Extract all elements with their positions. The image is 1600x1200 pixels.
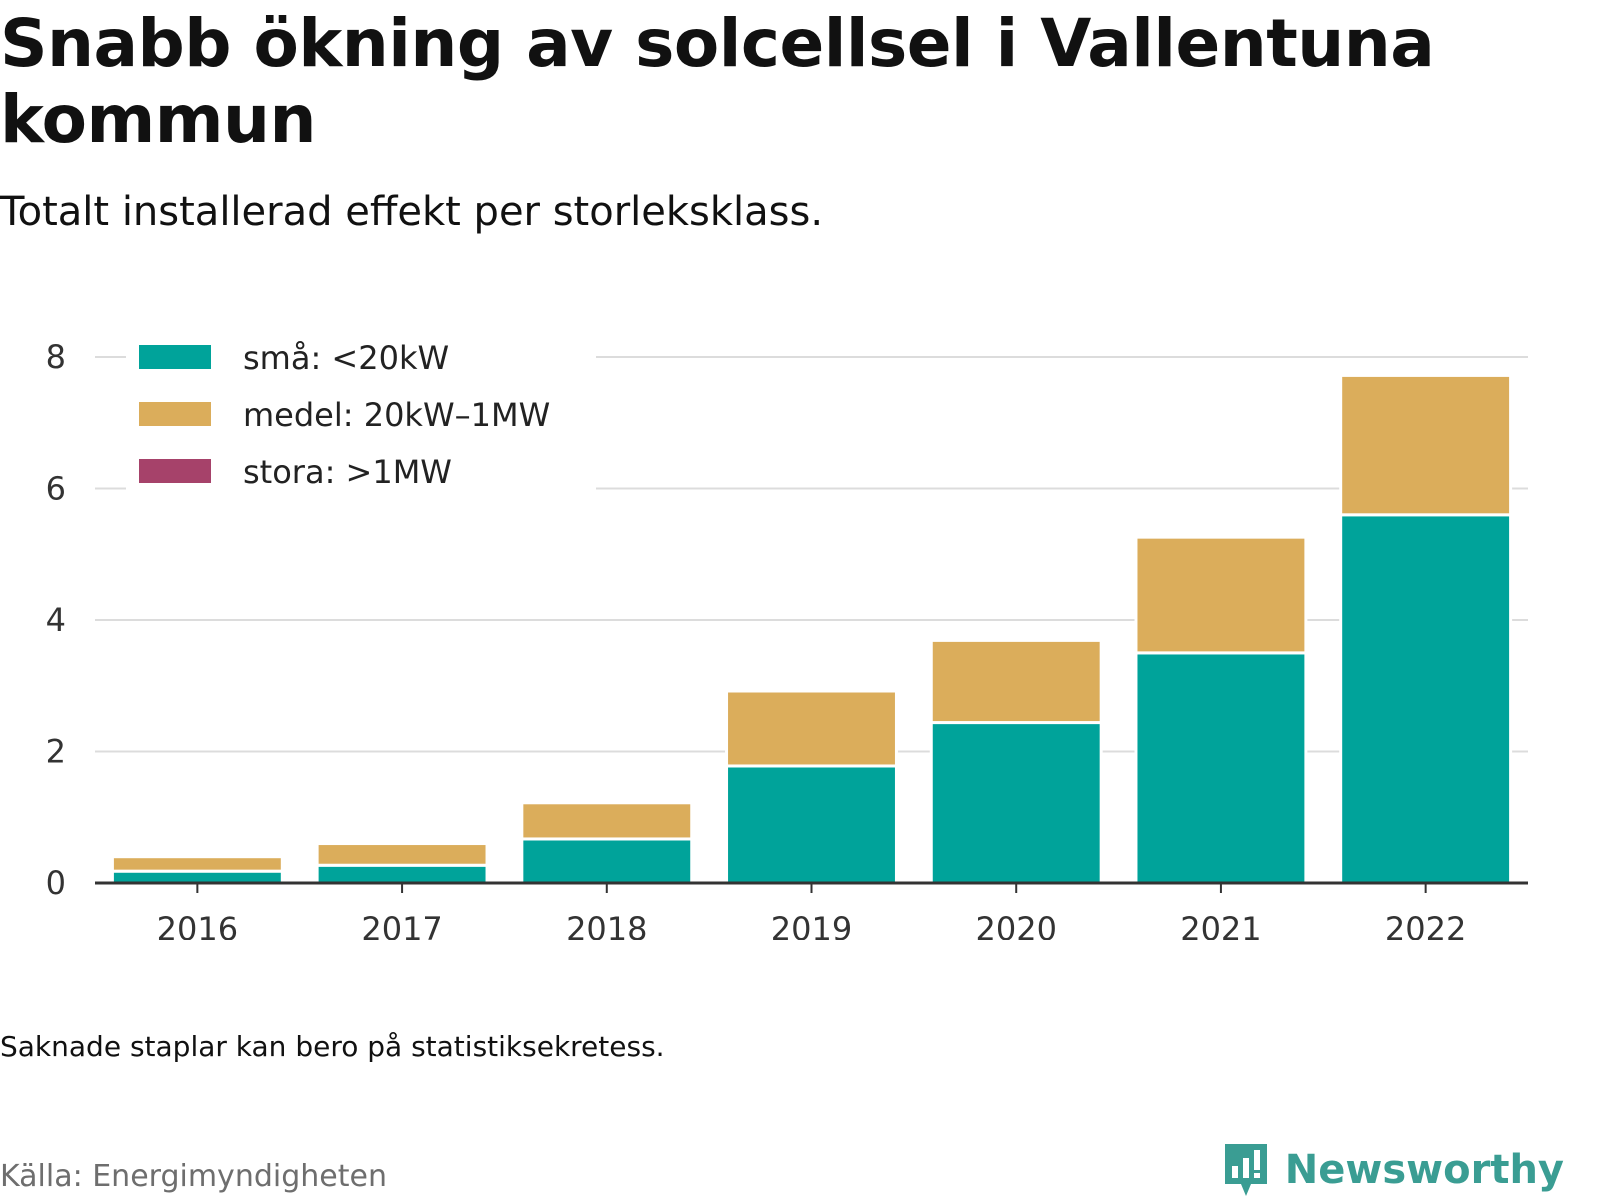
legend-swatch	[139, 402, 211, 426]
bar-segment	[110, 855, 284, 873]
bar-segment	[929, 721, 1103, 885]
newsworthy-logo-icon	[1224, 1144, 1267, 1196]
x-tick-label: 2020	[975, 910, 1056, 940]
y-tick-label: 6	[46, 470, 66, 508]
chart-title: Snabb ökning av solcellsel i Vallentuna …	[0, 5, 1435, 158]
bar-segment	[315, 863, 489, 885]
x-tick-label: 2021	[1180, 910, 1261, 940]
source-label: Källa: Energimyndigheten	[0, 1159, 387, 1194]
bar-segment	[1134, 651, 1308, 885]
bar-segment	[929, 638, 1103, 725]
bar-segment	[315, 842, 489, 867]
y-tick-label: 0	[46, 864, 66, 902]
x-tick-label: 2016	[157, 910, 238, 940]
bar-segment	[1339, 513, 1513, 885]
y-tick-label: 2	[46, 733, 66, 771]
x-tick-label: 2022	[1385, 910, 1466, 940]
legend-label: stora: >1MW	[243, 453, 452, 491]
bar-segment	[520, 837, 694, 885]
y-tick-label: 4	[46, 601, 66, 639]
x-tick-label: 2019	[771, 910, 852, 940]
bar-segment	[520, 801, 694, 841]
brand-logo: Newsworthy	[1221, 1140, 1564, 1200]
legend-label: medel: 20kW–1MW	[243, 396, 550, 434]
footnote: Saknade staplar kan bero på statistiksek…	[0, 1030, 665, 1063]
brand-name: Newsworthy	[1284, 1147, 1564, 1193]
bar-segment	[725, 764, 898, 885]
y-tick-label: 8	[46, 338, 66, 376]
stacked-bar-chart: 0 2 4 6 8 2016 2017 2018 2019 2020 2021 2022 små: <2…	[46, 332, 1528, 940]
bar-segment	[1339, 373, 1513, 517]
legend-swatch	[139, 459, 211, 483]
x-tick-label: 2017	[361, 910, 442, 940]
bar-segment	[725, 689, 898, 768]
x-tick-label: 2018	[566, 910, 647, 940]
legend-label: små: <20kW	[243, 339, 449, 377]
bar-segment	[1134, 535, 1308, 655]
bar-segment	[110, 869, 284, 885]
chart-subtitle: Totalt installerad effekt per storlekskl…	[0, 189, 824, 235]
legend-swatch	[139, 345, 211, 369]
